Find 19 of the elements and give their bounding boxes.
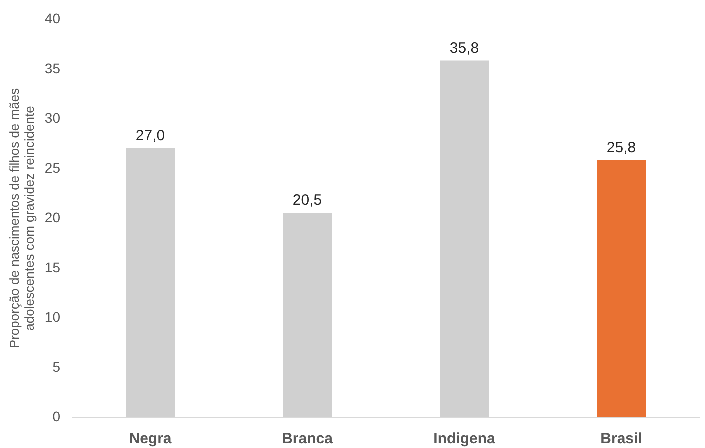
data-label: 25,8 [606,139,636,156]
y-tick-label: 30 [44,110,61,126]
x-tick-label: Negra [129,430,172,448]
y-tick-label: 40 [44,10,61,26]
y-tick-label: 10 [44,309,61,325]
data-label: 35,8 [450,40,480,57]
y-tick-label: 35 [44,60,61,76]
y-tick-label: 5 [52,358,61,375]
y-tick-label: 20 [44,210,61,226]
y-tick-label: 15 [44,259,61,276]
y-tick-label: 25 [44,160,61,176]
y-axis-title: Proporção de nascimentos de filhos de mães adolescentes com gravidez reincidente [6,88,37,349]
data-label: 20,5 [292,192,322,210]
x-tick-label: Branca [282,430,334,448]
x-tick-label: Brasil [600,430,642,448]
bar [597,160,646,417]
x-tick-label: Indigena [434,430,496,448]
data-label: 27,0 [136,127,166,144]
y-tick-label: 0 [52,408,61,424]
